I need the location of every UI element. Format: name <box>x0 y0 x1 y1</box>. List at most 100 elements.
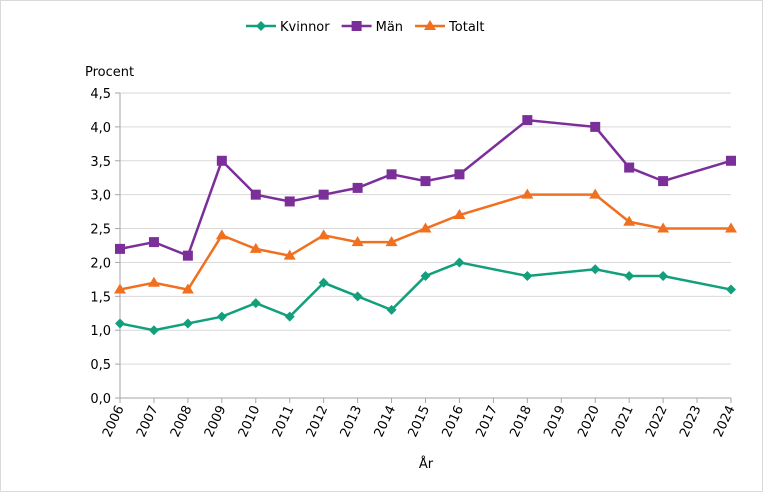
x-tick-label: 2016 <box>439 403 467 439</box>
x-tick-label: 2023 <box>677 403 705 439</box>
data-point-triangle <box>215 229 228 240</box>
data-point-triangle <box>424 20 437 30</box>
x-tick-label: 2009 <box>202 403 230 439</box>
data-point-diamond <box>256 21 266 31</box>
series-line <box>119 193 731 291</box>
data-point-diamond <box>658 271 669 281</box>
data-point-diamond <box>454 257 465 268</box>
data-point-triangle <box>419 222 432 233</box>
data-point-triangle <box>147 276 160 287</box>
data-point-square <box>216 155 227 166</box>
data-point-square <box>115 243 125 254</box>
legend-label: Totalt <box>448 20 484 35</box>
series-group <box>114 115 737 336</box>
data-point-square <box>284 196 295 207</box>
y-tick-label: 1,0 <box>90 324 111 339</box>
data-point-diamond <box>284 311 295 322</box>
legend-label: Kvinnor <box>280 20 330 35</box>
data-point-triangle <box>283 249 296 260</box>
data-point-diamond <box>182 318 193 329</box>
data-point-diamond <box>624 271 635 281</box>
data-point-diamond <box>590 264 601 275</box>
y-tick-label: 0,5 <box>90 358 111 373</box>
y-tick-label: 4,5 <box>90 87 111 102</box>
legend-label: Män <box>376 20 403 35</box>
x-tick-label: 2019 <box>541 403 569 439</box>
data-point-square <box>250 189 261 200</box>
y-tick-label: 1,5 <box>90 290 111 305</box>
data-point-square <box>522 115 533 126</box>
legend-item: Män <box>341 20 403 35</box>
data-point-triangle <box>657 222 670 233</box>
x-tick-label: 2017 <box>473 403 501 439</box>
x-tick-label: 2014 <box>372 403 400 439</box>
y-tick-label: 4,0 <box>90 121 111 136</box>
legend: Kvinnor Män Totalt <box>246 20 485 35</box>
data-point-square <box>658 176 669 187</box>
x-tick-label: 2018 <box>507 403 535 439</box>
data-point-triangle <box>385 236 398 247</box>
data-point-triangle <box>623 215 636 226</box>
y-tick-label: 2,5 <box>90 223 111 238</box>
data-point-diamond <box>386 304 397 315</box>
x-tick-label: 2010 <box>236 403 264 439</box>
data-point-triangle <box>114 283 126 294</box>
y-tick-label: 0,0 <box>90 392 111 407</box>
data-point-diamond <box>115 318 125 329</box>
data-point-triangle <box>317 229 330 240</box>
series-line <box>119 118 732 258</box>
data-point-triangle <box>521 188 534 199</box>
series-kvinnor <box>115 257 736 336</box>
legend-item: Kvinnor <box>246 20 330 35</box>
data-point-square <box>420 176 431 187</box>
x-tick-label: 2012 <box>304 403 332 439</box>
data-point-diamond <box>726 284 736 295</box>
series-män <box>115 115 736 261</box>
data-point-square <box>590 121 601 132</box>
x-tick-label: 2022 <box>643 403 671 439</box>
gridlines <box>115 92 732 403</box>
y-tick-label: 2,0 <box>90 256 111 271</box>
data-point-square <box>454 169 465 180</box>
data-point-square <box>182 250 193 261</box>
x-tick-label: 2024 <box>711 403 739 439</box>
data-point-triangle <box>725 222 737 233</box>
x-axis-ticks: 2006 2007 2008 2009 2010 2011 2012 2013 2014 2015… <box>100 403 739 439</box>
data-point-diamond <box>522 271 533 281</box>
x-tick-label: 2020 <box>575 403 603 439</box>
x-tick-label: 2013 <box>338 403 366 439</box>
data-point-triangle <box>249 242 262 253</box>
data-point-diamond <box>250 298 261 309</box>
x-tick-label: 2015 <box>406 403 434 439</box>
data-point-square <box>318 189 329 200</box>
legend-item: Totalt <box>415 20 485 35</box>
data-point-square <box>386 169 397 180</box>
series-line <box>119 261 732 332</box>
data-point-triangle <box>453 209 466 219</box>
x-axis-label: År <box>419 456 434 472</box>
y-tick-label: 3,0 <box>90 189 111 204</box>
x-tick-label: 2011 <box>270 403 298 439</box>
data-point-triangle <box>589 188 602 199</box>
x-tick-label: 2007 <box>134 403 162 439</box>
data-point-square <box>352 182 363 193</box>
x-tick-label: 2021 <box>609 403 637 439</box>
series-totalt <box>114 188 737 294</box>
data-point-diamond <box>352 291 363 302</box>
x-tick-label: 2008 <box>168 403 196 439</box>
data-point-square <box>148 237 159 248</box>
data-point-square <box>351 21 362 31</box>
data-point-diamond <box>148 325 159 336</box>
data-point-triangle <box>351 236 364 247</box>
data-point-diamond <box>216 311 227 322</box>
y-tick-label: 3,5 <box>90 155 111 170</box>
data-point-square <box>624 162 635 173</box>
data-point-diamond <box>420 271 431 281</box>
data-point-square <box>726 155 736 166</box>
y-axis-ticks: 0,0 0,5 1,0 1,5 2,0 2,5 3,0 3,5 4,0 4,5 <box>90 87 111 407</box>
y-axis-label: Procent <box>85 65 134 80</box>
data-point-diamond <box>318 277 329 288</box>
x-tick-label: 2006 <box>100 403 128 439</box>
data-point-triangle <box>181 283 194 294</box>
